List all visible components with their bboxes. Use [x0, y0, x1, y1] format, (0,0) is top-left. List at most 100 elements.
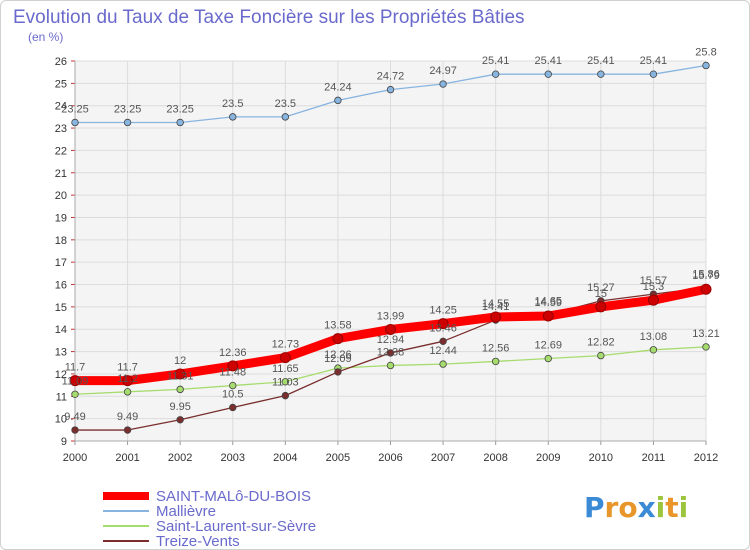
- data-label: 11.7: [65, 362, 86, 374]
- data-label: 12.73: [272, 339, 300, 351]
- x-tick-label: 2004: [273, 452, 297, 464]
- x-tick-label: 2012: [694, 452, 718, 464]
- data-labels: 11.7 11.7 12 12.36 12.73 13.58 13.99 14.25 14.55…: [61, 46, 720, 423]
- data-label: 23.25: [166, 103, 194, 115]
- x-tick-label: 2002: [168, 452, 192, 464]
- data-point: [229, 113, 237, 121]
- data-label: 11.03: [272, 377, 299, 389]
- data-label: 12.44: [429, 345, 457, 357]
- axes: 9 10 11 12 13 14 15 16 17 18 19 20 21 22 23 24 25 26 2000 2…: [55, 56, 718, 464]
- data-label: 12.09: [324, 353, 352, 365]
- data-label: 9.49: [64, 411, 85, 423]
- data-point: [439, 337, 447, 346]
- data-point: [702, 61, 710, 70]
- data-label: 13.21: [692, 328, 720, 340]
- x-tick-label: 2001: [115, 452, 139, 464]
- legend-entry: Mallièvre: [156, 503, 216, 520]
- data-label: 12.38: [377, 346, 405, 358]
- data-label: 23.5: [275, 98, 296, 110]
- data-point: [439, 360, 447, 368]
- data-point: [123, 388, 132, 396]
- data-point: [69, 375, 81, 387]
- data-label: 12.26: [324, 349, 352, 361]
- data-point: [227, 360, 239, 372]
- data-point: [334, 96, 342, 105]
- data-label: 11.31: [167, 370, 194, 382]
- data-point: [174, 368, 186, 380]
- y-tick-label: 24: [55, 101, 67, 113]
- data-label: 11.7: [117, 362, 138, 374]
- data-label: 15.27: [587, 282, 615, 294]
- data-point: [385, 323, 396, 335]
- data-point: [332, 333, 344, 345]
- data-point: [281, 391, 290, 400]
- y-tick-label: 23: [55, 123, 67, 135]
- chart-title: Evolution du Taux de Taxe Foncière sur l…: [13, 7, 525, 28]
- data-label: 11.09: [62, 375, 89, 387]
- y-tick-label: 10: [55, 414, 67, 426]
- data-point: [597, 351, 605, 360]
- data-label: 23.25: [114, 103, 142, 115]
- data-point: [71, 390, 79, 398]
- data-point: [544, 70, 552, 78]
- data-label: 9.95: [169, 401, 190, 413]
- data-point: [279, 352, 291, 364]
- data-label: 12.36: [219, 347, 247, 359]
- legend-entry: Treize-Vents: [156, 533, 240, 550]
- data-point: [176, 118, 184, 127]
- x-tick-label: 2005: [326, 452, 350, 464]
- data-label: 23.25: [61, 103, 89, 115]
- data-label: 14.65: [534, 296, 562, 308]
- data-point: [702, 343, 710, 351]
- data-label: 12: [174, 355, 186, 367]
- data-point: [491, 70, 500, 78]
- data-label: 24.72: [377, 71, 405, 83]
- data-label: 15.86: [692, 269, 720, 281]
- data-point: [281, 378, 290, 386]
- y-tick-label: 18: [55, 235, 67, 247]
- logo-letter: x: [637, 491, 656, 524]
- data-point: [544, 354, 552, 363]
- y-tick-label: 11: [56, 391, 67, 403]
- data-point: [386, 349, 395, 357]
- data-point: [229, 381, 237, 390]
- data-point: [386, 361, 395, 370]
- data-label: 12.69: [534, 340, 562, 352]
- x-tick-label: 2006: [378, 452, 402, 464]
- y-tick-label: 15: [55, 302, 67, 314]
- data-point: [229, 403, 237, 412]
- y-tick-label: 13: [55, 347, 67, 359]
- y-tick-label: 26: [55, 56, 67, 68]
- data-label: 24.97: [429, 65, 457, 77]
- data-point: [700, 283, 712, 295]
- data-point: [71, 426, 79, 434]
- data-point: [123, 426, 132, 434]
- data-label: 12.56: [482, 342, 510, 354]
- data-label: 23.5: [222, 98, 243, 110]
- data-point: [649, 346, 658, 354]
- data-label: 13.99: [377, 310, 405, 322]
- proxiti-logo: Proxiti: [584, 491, 688, 524]
- data-point: [71, 118, 79, 127]
- x-tick-label: 2010: [589, 452, 613, 464]
- data-label: 10.5: [222, 388, 243, 400]
- logo-letter: t: [665, 491, 679, 524]
- data-label: 24.24: [324, 81, 352, 93]
- data-label: 9.49: [117, 411, 138, 423]
- data-point: [386, 85, 395, 94]
- data-point: [176, 385, 184, 394]
- y-tick-label: 25: [55, 78, 67, 90]
- data-label: 14.25: [429, 305, 457, 317]
- logo-letter: o: [618, 491, 638, 524]
- data-point: [490, 311, 502, 323]
- data-label: 11.2: [117, 373, 138, 385]
- legend-entry: Saint-Laurent-sur-Sèvre: [156, 518, 316, 535]
- x-tick-label: 2000: [63, 452, 87, 464]
- series-lines: [69, 61, 712, 434]
- data-label: 25.8: [695, 46, 716, 58]
- logo-letter: r: [604, 491, 619, 524]
- x-tick-label: 2008: [483, 452, 507, 464]
- legend: SAINT-MALô-DU-BOISMallièvreSaint-Laurent…: [103, 488, 316, 550]
- x-tick-label: 2009: [536, 452, 560, 464]
